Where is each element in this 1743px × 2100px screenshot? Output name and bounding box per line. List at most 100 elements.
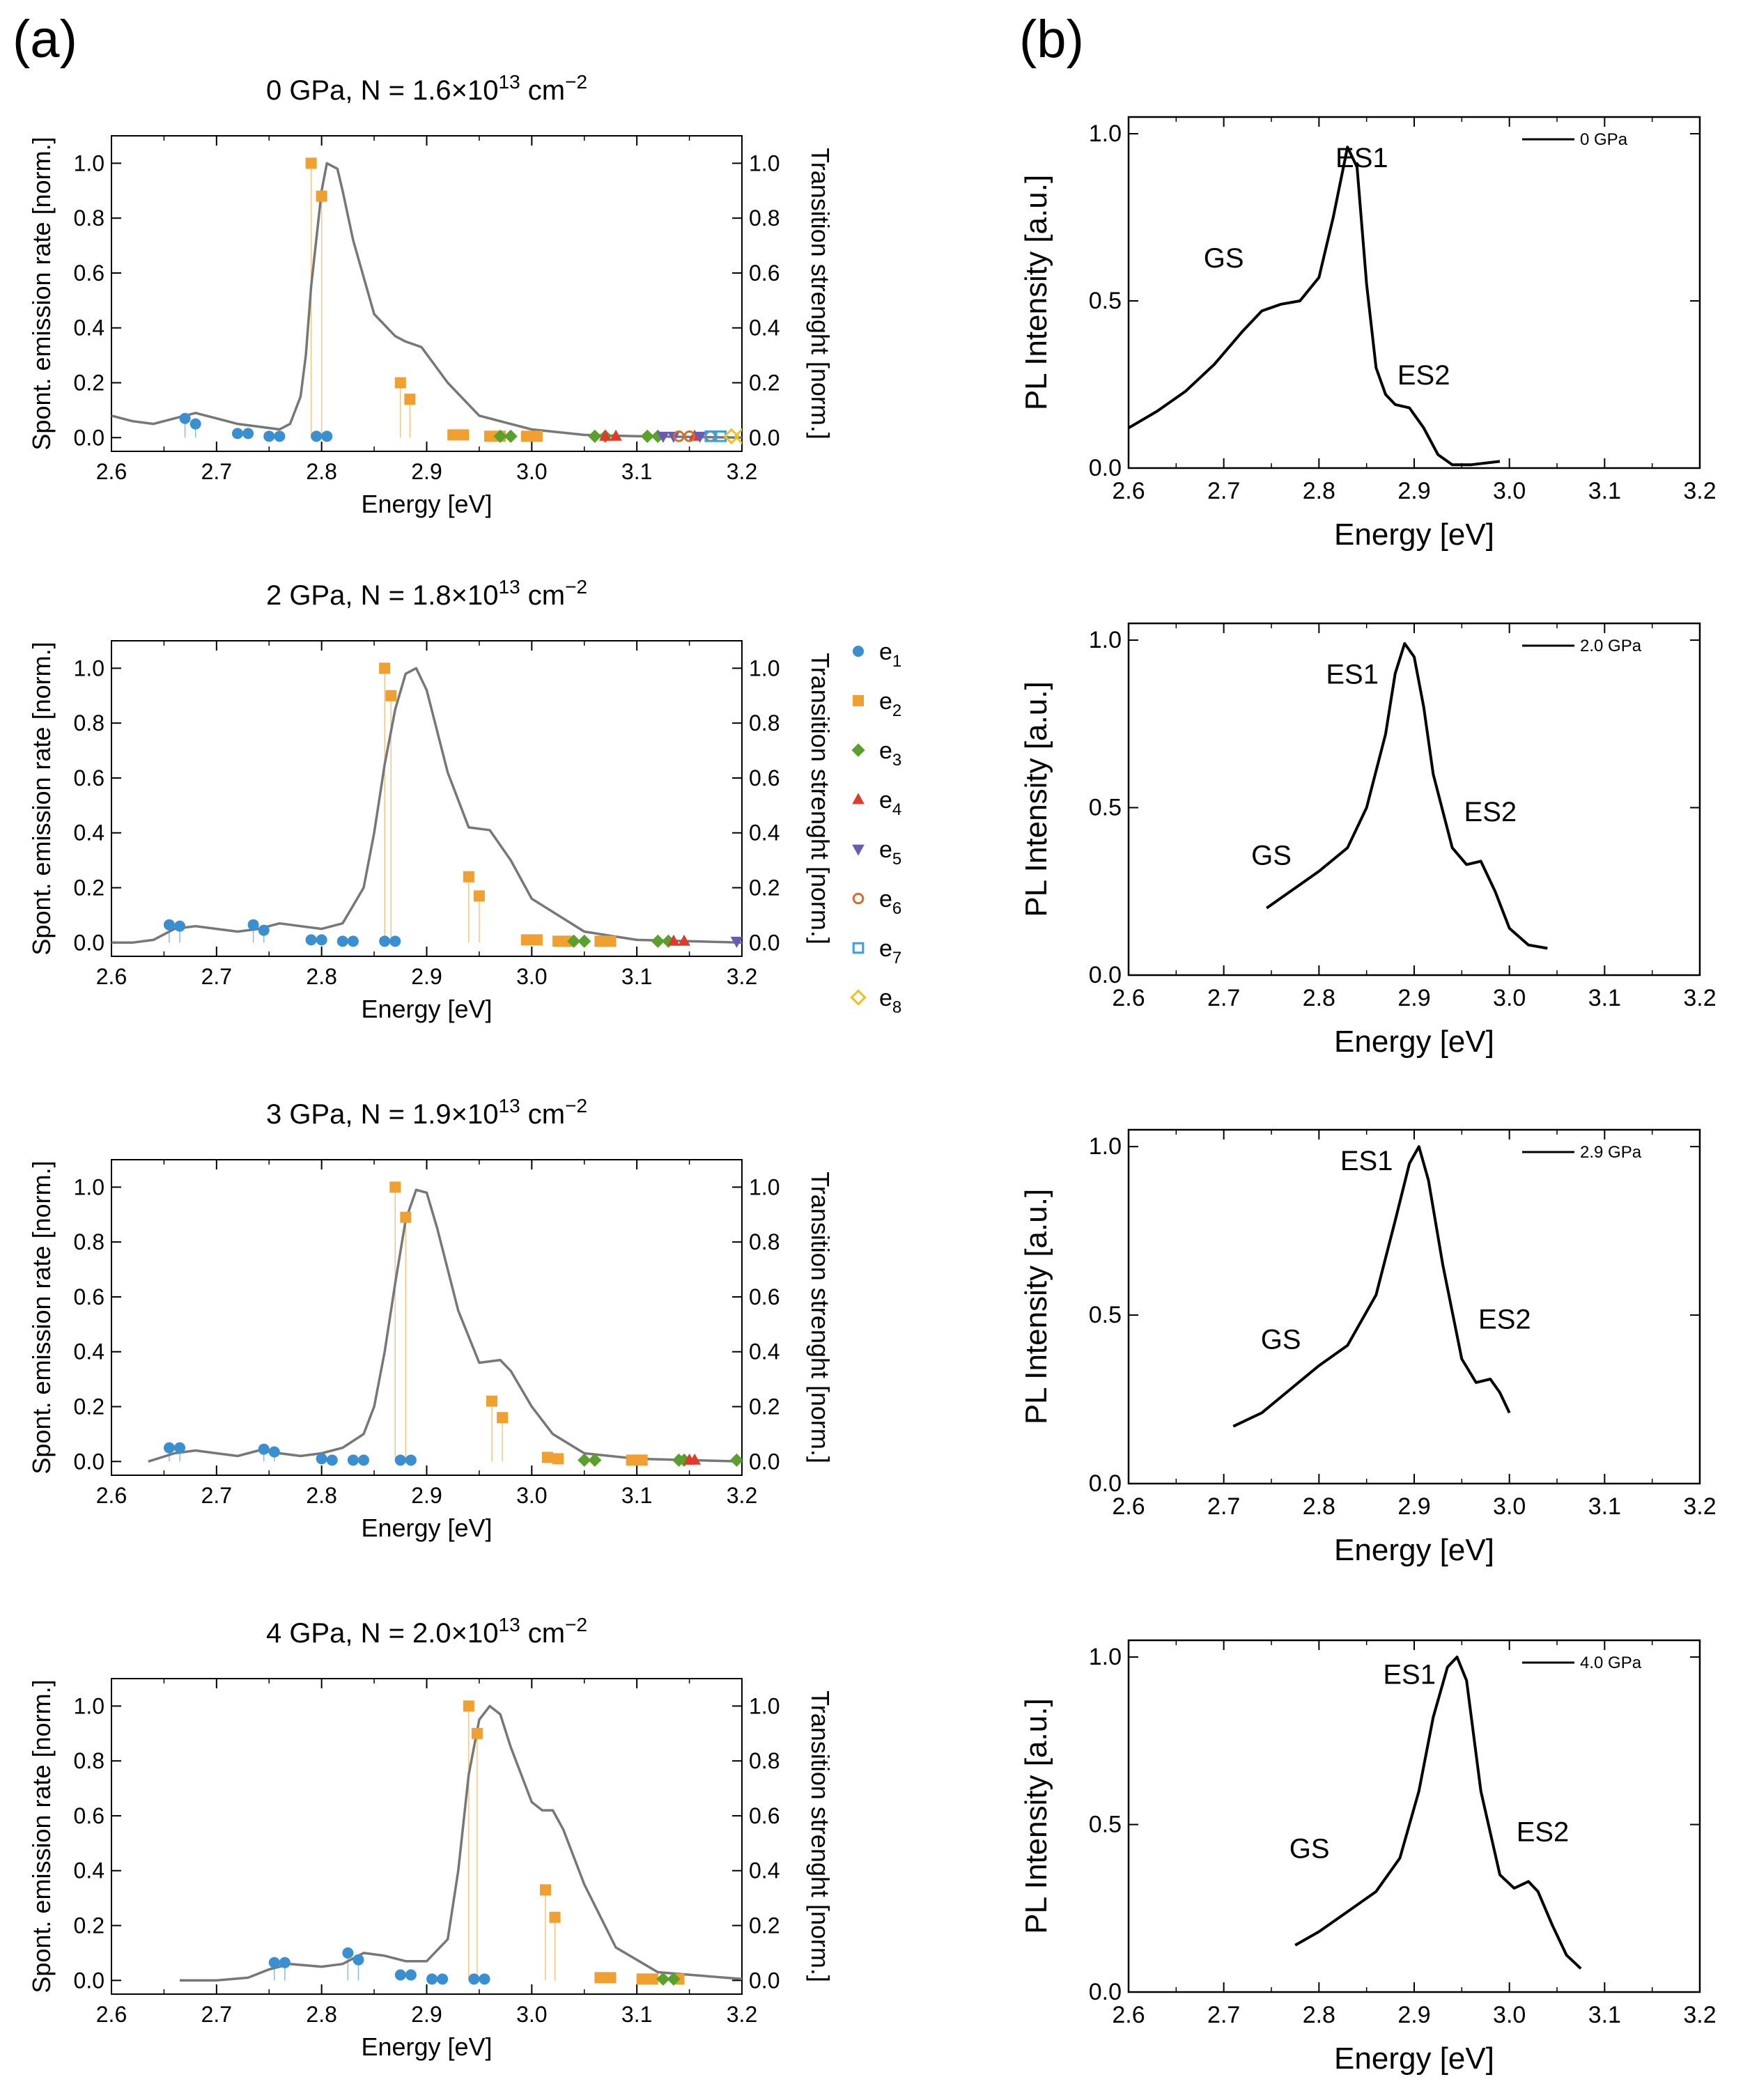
chart-b-1: 2.6 2.7 2.8 2.9 3.0 3.1 3.2 0.0 0.5 1.0 Energy [eV… bbox=[1019, 116, 1717, 552]
marker-e1 bbox=[163, 1442, 175, 1454]
marker-e2 bbox=[605, 1972, 617, 1984]
marker-e4 bbox=[610, 429, 622, 441]
x-tick-label: 3.0 bbox=[1493, 478, 1526, 504]
x-tick-label: 2.7 bbox=[201, 1483, 232, 1508]
marker-e4 bbox=[688, 1453, 701, 1465]
peak-annotation-es2: ES2 bbox=[1517, 1817, 1570, 1848]
title-sup2: −2 bbox=[565, 576, 587, 598]
title-sup: 13 bbox=[499, 1614, 520, 1635]
x-tick-label: 2.9 bbox=[1397, 478, 1430, 504]
x-tick-label: 3.0 bbox=[516, 459, 547, 484]
legend-label-e1: e1 bbox=[879, 639, 901, 671]
chart-title: 4 GPa, N = 2.0×1013 cm−2 bbox=[266, 1614, 587, 1649]
legend-label: 2.0 GPa bbox=[1580, 637, 1642, 655]
marker-e1 bbox=[347, 1454, 359, 1466]
marker-e2 bbox=[531, 430, 543, 442]
y2-tick-label: 0.4 bbox=[749, 1339, 780, 1364]
x-tick-label: 2.6 bbox=[96, 964, 127, 989]
y-tick-label: 0.0 bbox=[1089, 962, 1122, 988]
legend-marker-e2 bbox=[853, 695, 864, 706]
legend-label: 0 GPa bbox=[1580, 130, 1628, 149]
peak-annotation-es2: ES2 bbox=[1464, 797, 1517, 827]
x-tick-label: 3.1 bbox=[621, 964, 652, 989]
x-tick-label: 2.8 bbox=[1303, 985, 1335, 1011]
x-tick-label: 2.6 bbox=[96, 2002, 127, 2027]
plot-data bbox=[1232, 1145, 1511, 1428]
y-tick-label: 0.4 bbox=[74, 316, 104, 341]
y-tick-label: 0.0 bbox=[1089, 455, 1122, 481]
marker-e1 bbox=[247, 919, 259, 931]
marker-e2 bbox=[552, 935, 564, 947]
marker-e2 bbox=[594, 1972, 606, 1984]
legend-label-e7: e7 bbox=[879, 935, 901, 967]
x-tick-label: 3.2 bbox=[727, 964, 757, 989]
marker-e2 bbox=[541, 1452, 553, 1463]
marker-e3 bbox=[504, 429, 518, 443]
y2-tick-label: 0.0 bbox=[749, 1449, 780, 1474]
chart-b-3: 2.6 2.7 2.8 2.9 3.0 3.1 3.2 0.0 0.5 1.0 Energy [eV… bbox=[1019, 1128, 1717, 1567]
legend-sub: 6 bbox=[892, 899, 901, 918]
chart-b-4: 2.6 2.7 2.8 2.9 3.0 3.1 3.2 0.0 0.5 1.0 Energy [eV… bbox=[1019, 1639, 1717, 2076]
x-tick-label: 3.0 bbox=[1493, 985, 1526, 1011]
marker-e3 bbox=[588, 1453, 602, 1467]
y2-axis-label: Transition strenght [norm.] bbox=[806, 1690, 835, 1982]
spectrum-line bbox=[111, 667, 742, 944]
x-tick-label: 2.9 bbox=[411, 1483, 442, 1508]
marker-e2 bbox=[520, 430, 532, 442]
plot-frame bbox=[111, 1159, 743, 1476]
marker-e1 bbox=[163, 919, 175, 931]
x-tick-label: 3.1 bbox=[1588, 478, 1621, 504]
marker-e1 bbox=[358, 1454, 369, 1466]
legend-sub: 4 bbox=[892, 800, 901, 819]
x-tick-label: 2.7 bbox=[201, 459, 232, 484]
marker-e1 bbox=[268, 1446, 280, 1458]
marker-e1 bbox=[311, 430, 323, 442]
legend-label-e5: e5 bbox=[879, 837, 901, 869]
x-tick-label: 3.2 bbox=[727, 2002, 757, 2027]
marker-e2 bbox=[404, 394, 416, 405]
legend-label-e3: e3 bbox=[879, 738, 901, 770]
legend-sub: 7 bbox=[892, 949, 901, 967]
marker-e2 bbox=[484, 430, 495, 442]
legend-sub: 3 bbox=[892, 751, 901, 770]
y2-axis-label: Transition strenght [norm.] bbox=[806, 148, 835, 440]
x-tick-label: 2.8 bbox=[306, 2002, 336, 2027]
legend-sub: 1 bbox=[892, 652, 901, 671]
y-tick-label: 0.4 bbox=[74, 1858, 104, 1883]
x-tick-label: 3.0 bbox=[516, 964, 547, 989]
marker-e2 bbox=[471, 1727, 483, 1739]
marker-e1 bbox=[321, 430, 333, 442]
plot-data bbox=[111, 662, 742, 948]
spectrum-line bbox=[1232, 1145, 1511, 1428]
x-tick-label: 2.6 bbox=[1112, 2002, 1145, 2028]
legend-marker-e4 bbox=[852, 793, 865, 804]
x-tick-label: 3.0 bbox=[1493, 2002, 1526, 2028]
legend-base: e bbox=[879, 787, 892, 814]
y-tick-label: 0.6 bbox=[74, 1803, 104, 1828]
title-sup: 13 bbox=[499, 576, 520, 598]
legend-entry-e3: e3 bbox=[851, 738, 901, 770]
marker-e2 bbox=[447, 429, 459, 441]
plot-frame bbox=[1127, 622, 1701, 977]
peak-annotation-gs: GS bbox=[1289, 1834, 1330, 1865]
title-sup2: −2 bbox=[565, 1614, 587, 1635]
y-tick-label: 0.5 bbox=[1089, 1812, 1122, 1838]
y2-tick-label: 1.0 bbox=[749, 1693, 780, 1718]
chart-b-2: 2.6 2.7 2.8 2.9 3.0 3.1 3.2 0.0 0.5 1.0 Energy [eV… bbox=[1019, 622, 1717, 1059]
marker-e2 bbox=[552, 1453, 564, 1465]
marker-e1 bbox=[263, 430, 275, 442]
y2-tick-label: 0.0 bbox=[749, 425, 780, 450]
y-tick-label: 1.0 bbox=[74, 655, 104, 680]
x-tick-label: 2.9 bbox=[1397, 1493, 1430, 1520]
x-tick-label: 3.1 bbox=[621, 2002, 652, 2027]
marker-e1 bbox=[426, 1973, 438, 1985]
peak-annotation-gs: GS bbox=[1251, 840, 1292, 871]
y2-tick-label: 0.4 bbox=[749, 820, 780, 846]
y-tick-label: 0.8 bbox=[74, 1229, 104, 1254]
peak-annotation-es1: ES1 bbox=[1335, 143, 1388, 173]
marker-e1 bbox=[479, 1973, 490, 1985]
x-tick-label: 3.0 bbox=[1493, 1493, 1526, 1520]
spectrum-line bbox=[1266, 641, 1548, 950]
plot-data bbox=[148, 1181, 742, 1467]
